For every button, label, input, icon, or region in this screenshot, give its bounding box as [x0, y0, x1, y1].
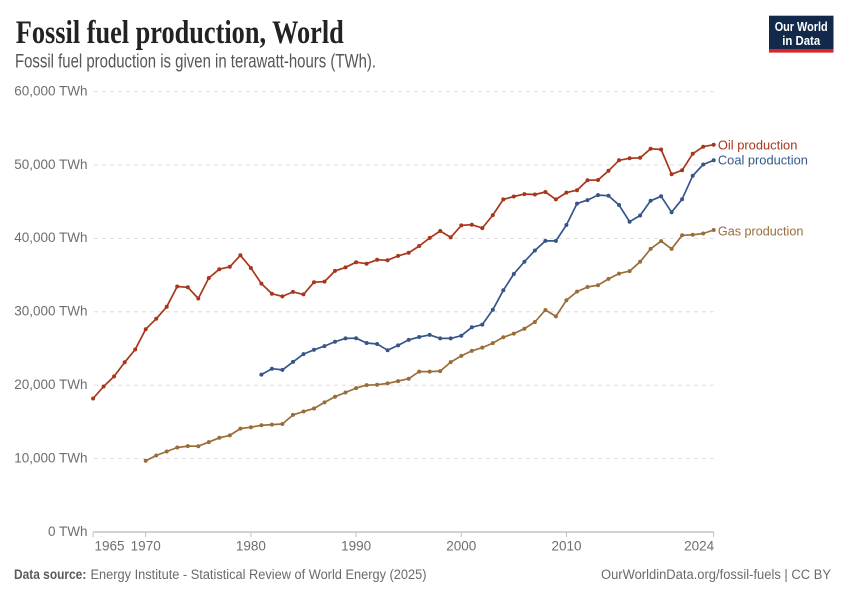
svg-text:1990: 1990 [341, 539, 371, 554]
svg-text:30,000 TWh: 30,000 TWh [14, 304, 87, 319]
svg-text:Gas production: Gas production [718, 223, 804, 238]
svg-text:40,000 TWh: 40,000 TWh [14, 230, 87, 245]
svg-text:60,000 TWh: 60,000 TWh [14, 83, 87, 98]
svg-text:Our World: Our World [775, 19, 828, 34]
svg-text:1980: 1980 [236, 539, 266, 554]
svg-text:10,000 TWh: 10,000 TWh [14, 450, 87, 465]
svg-text:2010: 2010 [551, 539, 581, 554]
svg-text:1970: 1970 [131, 539, 161, 554]
svg-text:Fossil fuel production, World: Fossil fuel production, World [16, 15, 344, 51]
svg-text:0 TWh: 0 TWh [48, 524, 88, 539]
svg-text:1965: 1965 [95, 539, 125, 554]
svg-text:50,000 TWh: 50,000 TWh [14, 157, 87, 172]
svg-text:Energy Institute - Statistical: Energy Institute - Statistical Review of… [91, 567, 427, 582]
svg-text:in Data: in Data [782, 33, 821, 48]
svg-text:20,000 TWh: 20,000 TWh [14, 377, 87, 392]
svg-text:Coal production: Coal production [718, 153, 808, 168]
svg-text:Oil production: Oil production [718, 137, 798, 152]
svg-text:Fossil fuel production is give: Fossil fuel production is given in teraw… [15, 51, 376, 73]
svg-text:OurWorldinData.org/fossil-fuel: OurWorldinData.org/fossil-fuels | CC BY [601, 567, 831, 582]
svg-text:Data source:: Data source: [14, 567, 86, 582]
svg-text:2024: 2024 [684, 539, 715, 554]
svg-text:2000: 2000 [446, 539, 476, 554]
